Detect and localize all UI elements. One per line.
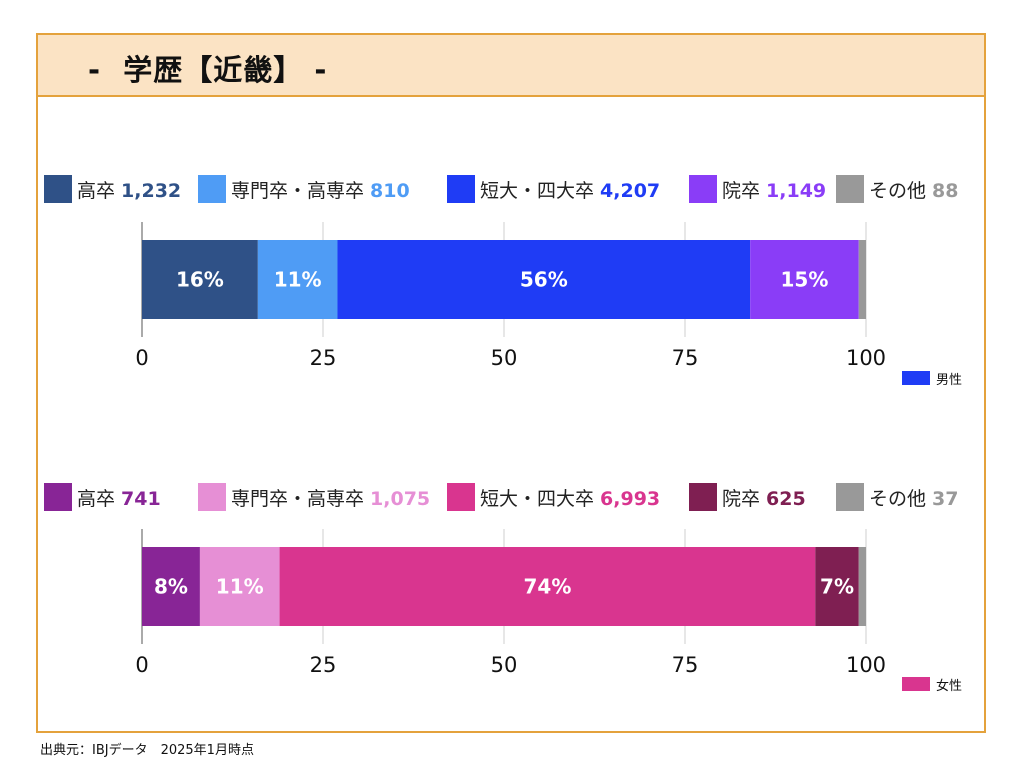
tick-label: 100 <box>846 653 886 677</box>
tick-label: 75 <box>672 346 699 370</box>
data-label: 11% <box>274 268 322 292</box>
legend-entry: 高卒 1,232 <box>77 180 181 202</box>
page-title: - 学歴【近畿】 - <box>88 53 328 87</box>
legend-count: 625 <box>766 488 806 510</box>
legend-label: 専門卒・高専卒 <box>231 180 370 202</box>
legend-label: その他 <box>869 180 932 202</box>
legend-label: 短大・四大卒 <box>480 180 600 202</box>
legend-label: 短大・四大卒 <box>480 488 600 510</box>
legend-label: その他 <box>869 488 932 510</box>
bar-segment <box>750 240 859 319</box>
data-label: 11% <box>216 575 264 599</box>
legend-count: 4,207 <box>600 180 660 202</box>
tick-label: 50 <box>491 653 518 677</box>
legend-entry: 専門卒・高専卒 1,075 <box>231 488 430 510</box>
legend-swatch <box>836 483 864 511</box>
chart-2: 高卒 741 専門卒・高専卒 1,075 短大・四大卒 6,993 院卒 625 その他… <box>44 483 962 694</box>
legend-swatch <box>198 483 226 511</box>
source-note: 出典元：IBJデータ 2025年1月時点 <box>40 743 254 758</box>
header-bar: - 学歴【近畿】 - <box>38 35 984 97</box>
bar-segment <box>142 240 258 319</box>
tick-label: 100 <box>846 346 886 370</box>
legend-label: 高卒 <box>77 180 121 202</box>
legend-entry: その他 88 <box>869 180 959 202</box>
legend-count: 1,232 <box>121 180 181 202</box>
bar-segment <box>142 547 200 626</box>
tick-label: 0 <box>135 346 148 370</box>
tick-label: 50 <box>491 346 518 370</box>
bar-segment <box>257 240 338 319</box>
data-label: 56% <box>520 268 568 292</box>
tick-label: 0 <box>135 653 148 677</box>
legend-swatch <box>689 483 717 511</box>
bar-segment <box>858 240 866 319</box>
legend-swatch <box>198 175 226 203</box>
legend-swatch <box>836 175 864 203</box>
bar-segment <box>337 240 751 319</box>
legend-count: 1,149 <box>766 180 826 202</box>
tick-label: 25 <box>310 346 337 370</box>
gender-swatch <box>902 677 930 691</box>
data-label: 8% <box>154 575 188 599</box>
data-label: 16% <box>176 268 224 292</box>
legend-entry: 短大・四大卒 4,207 <box>480 180 660 202</box>
legend-count: 37 <box>932 488 958 510</box>
bar-segment <box>199 547 280 626</box>
gender-label: 女性 <box>936 678 962 694</box>
legend-label: 院卒 <box>722 488 766 510</box>
gender-swatch <box>902 371 930 385</box>
legend-swatch <box>44 175 72 203</box>
legend-swatch <box>44 483 72 511</box>
legend-label: 院卒 <box>722 180 766 202</box>
gender-label: 男性 <box>936 373 962 388</box>
chart-1: 高卒 1,232 専門卒・高専卒 810 短大・四大卒 4,207 院卒 1,149 そ… <box>44 175 962 388</box>
legend-entry: 院卒 625 <box>722 488 806 510</box>
bar-segment <box>858 547 866 626</box>
bar-segment <box>279 547 816 626</box>
legend-entry: 院卒 1,149 <box>722 180 826 202</box>
bar-segment <box>815 547 859 626</box>
legend-entry: 短大・四大卒 6,993 <box>480 488 660 510</box>
legend-count: 741 <box>121 488 161 510</box>
legend-swatch <box>447 483 475 511</box>
legend-count: 810 <box>370 180 410 202</box>
legend-entry: 専門卒・高専卒 810 <box>231 180 410 202</box>
legend-label: 高卒 <box>77 488 121 510</box>
legend-label: 専門卒・高専卒 <box>231 488 370 510</box>
data-label: 15% <box>781 268 829 292</box>
legend-count: 88 <box>932 180 958 202</box>
legend-swatch <box>689 175 717 203</box>
legend-entry: その他 37 <box>869 488 959 510</box>
data-label: 7% <box>820 575 854 599</box>
legend-count: 6,993 <box>600 488 660 510</box>
legend-count: 1,075 <box>370 488 430 510</box>
tick-label: 75 <box>672 653 699 677</box>
legend-entry: 高卒 741 <box>77 488 161 510</box>
tick-label: 25 <box>310 653 337 677</box>
data-label: 74% <box>524 575 572 599</box>
legend-swatch <box>447 175 475 203</box>
